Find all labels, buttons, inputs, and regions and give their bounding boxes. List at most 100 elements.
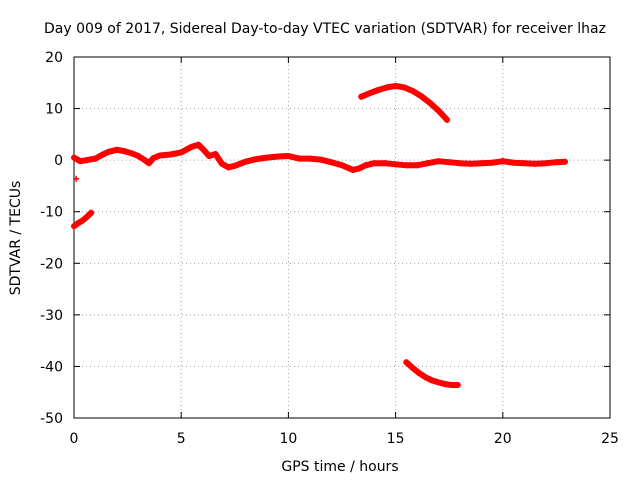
data-point xyxy=(416,370,423,377)
data-point xyxy=(561,158,568,165)
data-point xyxy=(531,160,538,167)
data-point xyxy=(401,84,408,91)
data-point xyxy=(83,213,90,220)
series-upper-arc xyxy=(358,82,451,123)
y-axis-label: SDTVAR / TECUs xyxy=(8,181,24,296)
data-point xyxy=(409,364,416,371)
data-point xyxy=(384,84,391,91)
data-point xyxy=(414,162,421,169)
series-lower-arc xyxy=(403,359,461,388)
y-tick-label: 20 xyxy=(45,50,63,66)
data-point xyxy=(167,151,174,158)
data-point xyxy=(356,165,363,172)
data-point xyxy=(467,160,474,167)
data-point xyxy=(150,155,157,162)
x-axis-label: GPS time / hours xyxy=(281,459,398,475)
series-main-track xyxy=(71,141,568,173)
data-point xyxy=(263,154,270,161)
data-point xyxy=(381,160,388,167)
data-point xyxy=(409,88,416,95)
data-point xyxy=(178,149,185,156)
y-tick-label: 10 xyxy=(45,102,63,118)
data-point xyxy=(225,164,232,171)
data-point xyxy=(446,159,453,166)
data-point xyxy=(317,156,324,163)
data-point xyxy=(156,152,163,159)
data-point xyxy=(403,359,410,366)
data-point xyxy=(444,116,451,123)
data-point xyxy=(441,380,448,387)
data-point xyxy=(478,160,485,167)
data-point xyxy=(426,99,433,106)
plot-frame xyxy=(73,56,611,419)
data-point xyxy=(306,155,313,162)
data-point xyxy=(71,223,77,230)
data-point xyxy=(141,157,148,164)
data-point xyxy=(71,154,77,161)
data-point xyxy=(73,175,80,182)
data-point xyxy=(296,155,303,162)
series-trace xyxy=(71,141,568,173)
data-point xyxy=(542,160,549,167)
data-point xyxy=(456,160,463,167)
data-point xyxy=(328,159,335,166)
x-tick-label: 15 xyxy=(387,431,405,447)
data-point xyxy=(88,209,95,216)
data-point xyxy=(553,159,560,166)
series-start-segment xyxy=(71,209,95,230)
data-point xyxy=(521,160,528,167)
y-tick-label: -10 xyxy=(40,205,63,221)
data-point xyxy=(206,153,213,160)
data-point xyxy=(448,381,455,388)
data-point xyxy=(510,159,517,166)
x-tick-label: 25 xyxy=(601,431,619,447)
data-point xyxy=(358,93,365,100)
chart-title: Day 009 of 2017, Sidereal Day-to-day VTE… xyxy=(44,21,606,37)
data-point xyxy=(231,162,238,169)
data-point xyxy=(435,379,442,386)
data-point xyxy=(422,374,429,381)
series-outlier xyxy=(73,175,80,182)
data-point xyxy=(435,158,442,165)
data-point xyxy=(199,145,206,152)
y-tick-label: 0 xyxy=(54,153,63,169)
data-point xyxy=(435,107,442,114)
data-point xyxy=(253,156,260,163)
data-point xyxy=(339,162,345,169)
data-point xyxy=(242,158,249,165)
grid xyxy=(74,57,610,418)
data-point xyxy=(212,150,219,157)
data-point xyxy=(274,153,281,160)
y-tick-label: -30 xyxy=(40,308,63,324)
data-point xyxy=(375,87,382,94)
data-point xyxy=(83,157,90,164)
data-point xyxy=(371,160,378,167)
x-tick-label: 20 xyxy=(494,431,512,447)
x-tick-label: 10 xyxy=(279,431,297,447)
y-tick-label: -50 xyxy=(40,411,63,427)
data-point xyxy=(135,153,142,160)
data-point xyxy=(128,150,135,157)
data-point xyxy=(75,220,82,227)
axis-ticks: 0 5 10 15 20 25 -50 -40 -30 -20 -10 0 10 20 xyxy=(40,50,619,447)
y-tick-label: -40 xyxy=(40,359,63,375)
data-point xyxy=(146,160,153,167)
data-point xyxy=(499,158,506,165)
data-point xyxy=(362,162,369,169)
data-point xyxy=(113,146,120,153)
data-marks xyxy=(71,82,568,388)
data-point xyxy=(454,381,461,388)
data-point xyxy=(98,151,105,158)
data-point xyxy=(218,160,225,167)
data-point xyxy=(424,160,431,167)
data-point xyxy=(285,153,292,160)
data-point xyxy=(366,90,373,97)
data-point xyxy=(403,162,410,169)
data-point xyxy=(349,166,356,173)
data-point xyxy=(392,161,399,168)
data-point xyxy=(105,148,112,155)
data-point xyxy=(77,158,84,165)
data-point xyxy=(92,155,99,162)
data-point xyxy=(120,147,127,154)
